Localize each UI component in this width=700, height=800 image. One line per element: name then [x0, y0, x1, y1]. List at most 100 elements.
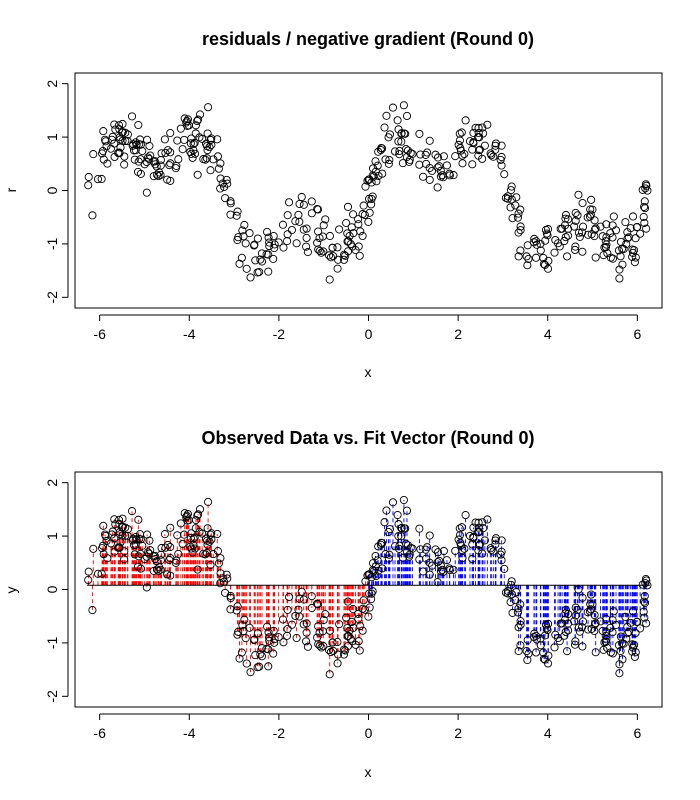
observed-point: [474, 527, 483, 536]
observed-point: [436, 567, 445, 576]
residual-point: [218, 179, 227, 188]
observed-point: [514, 647, 523, 656]
observed-point: [347, 617, 356, 627]
residuals-panel: residuals / negative gradient (Round 0) …: [3, 29, 663, 380]
residual-point: [344, 247, 353, 256]
residual-point: [402, 153, 411, 162]
observed-point: [480, 536, 489, 545]
residual-point: [99, 127, 108, 136]
residual-point: [232, 211, 241, 220]
residual-point: [378, 144, 387, 153]
residual-point: [150, 157, 159, 166]
residual-point: [574, 190, 583, 199]
observed-point: [319, 615, 328, 625]
residual-point: [245, 229, 254, 238]
residual-point: [351, 246, 360, 255]
fit-x-tick-label: 4: [544, 725, 552, 741]
observed-point: [369, 567, 378, 576]
observed-point: [188, 548, 197, 557]
observed-point: [367, 589, 376, 598]
residual-point: [133, 167, 143, 176]
residual-point: [639, 212, 648, 222]
observed-point: [180, 530, 189, 539]
residual-point: [118, 136, 127, 145]
observed-point: [578, 617, 588, 626]
residual-point: [182, 117, 191, 126]
residual-point: [253, 268, 262, 277]
residual-point: [118, 128, 127, 137]
residual-point: [235, 259, 244, 268]
residual-point: [398, 159, 407, 168]
residual-point: [402, 111, 412, 120]
residual-point: [206, 166, 215, 175]
observed-point: [339, 650, 349, 659]
observed-point: [640, 597, 649, 606]
observed-point: [544, 619, 553, 628]
residual-point: [183, 115, 192, 124]
residuals-y-tick-label: -2: [44, 291, 60, 304]
residual-point: [233, 207, 242, 216]
residual-point: [632, 223, 641, 232]
residual-point: [636, 229, 645, 238]
residual-point: [265, 238, 274, 247]
residual-point: [540, 260, 550, 269]
observed-point: [253, 629, 262, 638]
residual-point: [385, 130, 394, 139]
residual-point: [163, 146, 172, 155]
observed-point: [514, 604, 523, 613]
residual-point: [343, 229, 352, 238]
observed-point: [416, 545, 425, 554]
residual-point: [399, 101, 408, 110]
residual-point: [630, 258, 639, 267]
observed-point: [468, 554, 477, 564]
fit-y-axis-label: y: [3, 587, 19, 594]
residual-point: [480, 141, 489, 150]
residual-point: [315, 246, 324, 255]
observed-point: [303, 642, 312, 651]
residual-point: [628, 252, 637, 261]
observed-point: [201, 534, 211, 543]
residual-point: [355, 251, 364, 260]
observed-point: [190, 544, 200, 553]
residual-point: [103, 159, 112, 168]
residual-point: [153, 170, 162, 179]
observed-point: [265, 636, 274, 645]
observed-point: [93, 569, 103, 578]
observed-point: [578, 642, 587, 651]
residual-point: [416, 150, 425, 159]
residual-point: [611, 226, 621, 235]
observed-point: [431, 545, 440, 554]
observed-point: [344, 641, 353, 651]
observed-point: [216, 554, 225, 563]
residual-point: [256, 255, 265, 264]
residual-point: [207, 140, 216, 149]
residual-point: [343, 202, 353, 211]
residual-point: [166, 148, 175, 157]
residual-point: [631, 253, 640, 262]
residual-point: [642, 181, 651, 190]
fit-x-tick-label: 2: [454, 725, 462, 741]
residual-point: [393, 116, 402, 125]
observed-point: [399, 495, 408, 505]
residual-point: [478, 123, 487, 132]
residual-point: [202, 154, 211, 163]
observed-point: [570, 640, 580, 649]
observed-point: [150, 551, 159, 560]
residual-point: [561, 210, 570, 220]
residual-point: [111, 125, 120, 134]
residual-point: [602, 220, 611, 229]
residual-point: [307, 209, 316, 218]
residual-point: [598, 232, 607, 241]
residual-point: [365, 175, 374, 184]
observed-point: [603, 643, 612, 653]
residual-point: [263, 227, 272, 236]
observed-point: [503, 586, 512, 596]
residual-point: [349, 210, 358, 219]
observed-point: [315, 641, 324, 650]
residual-point: [315, 233, 324, 243]
fit-x-tick-label: -2: [273, 725, 286, 741]
observed-point: [393, 510, 402, 520]
residual-point: [516, 222, 525, 231]
observed-point: [631, 628, 640, 638]
observed-point: [402, 506, 412, 515]
